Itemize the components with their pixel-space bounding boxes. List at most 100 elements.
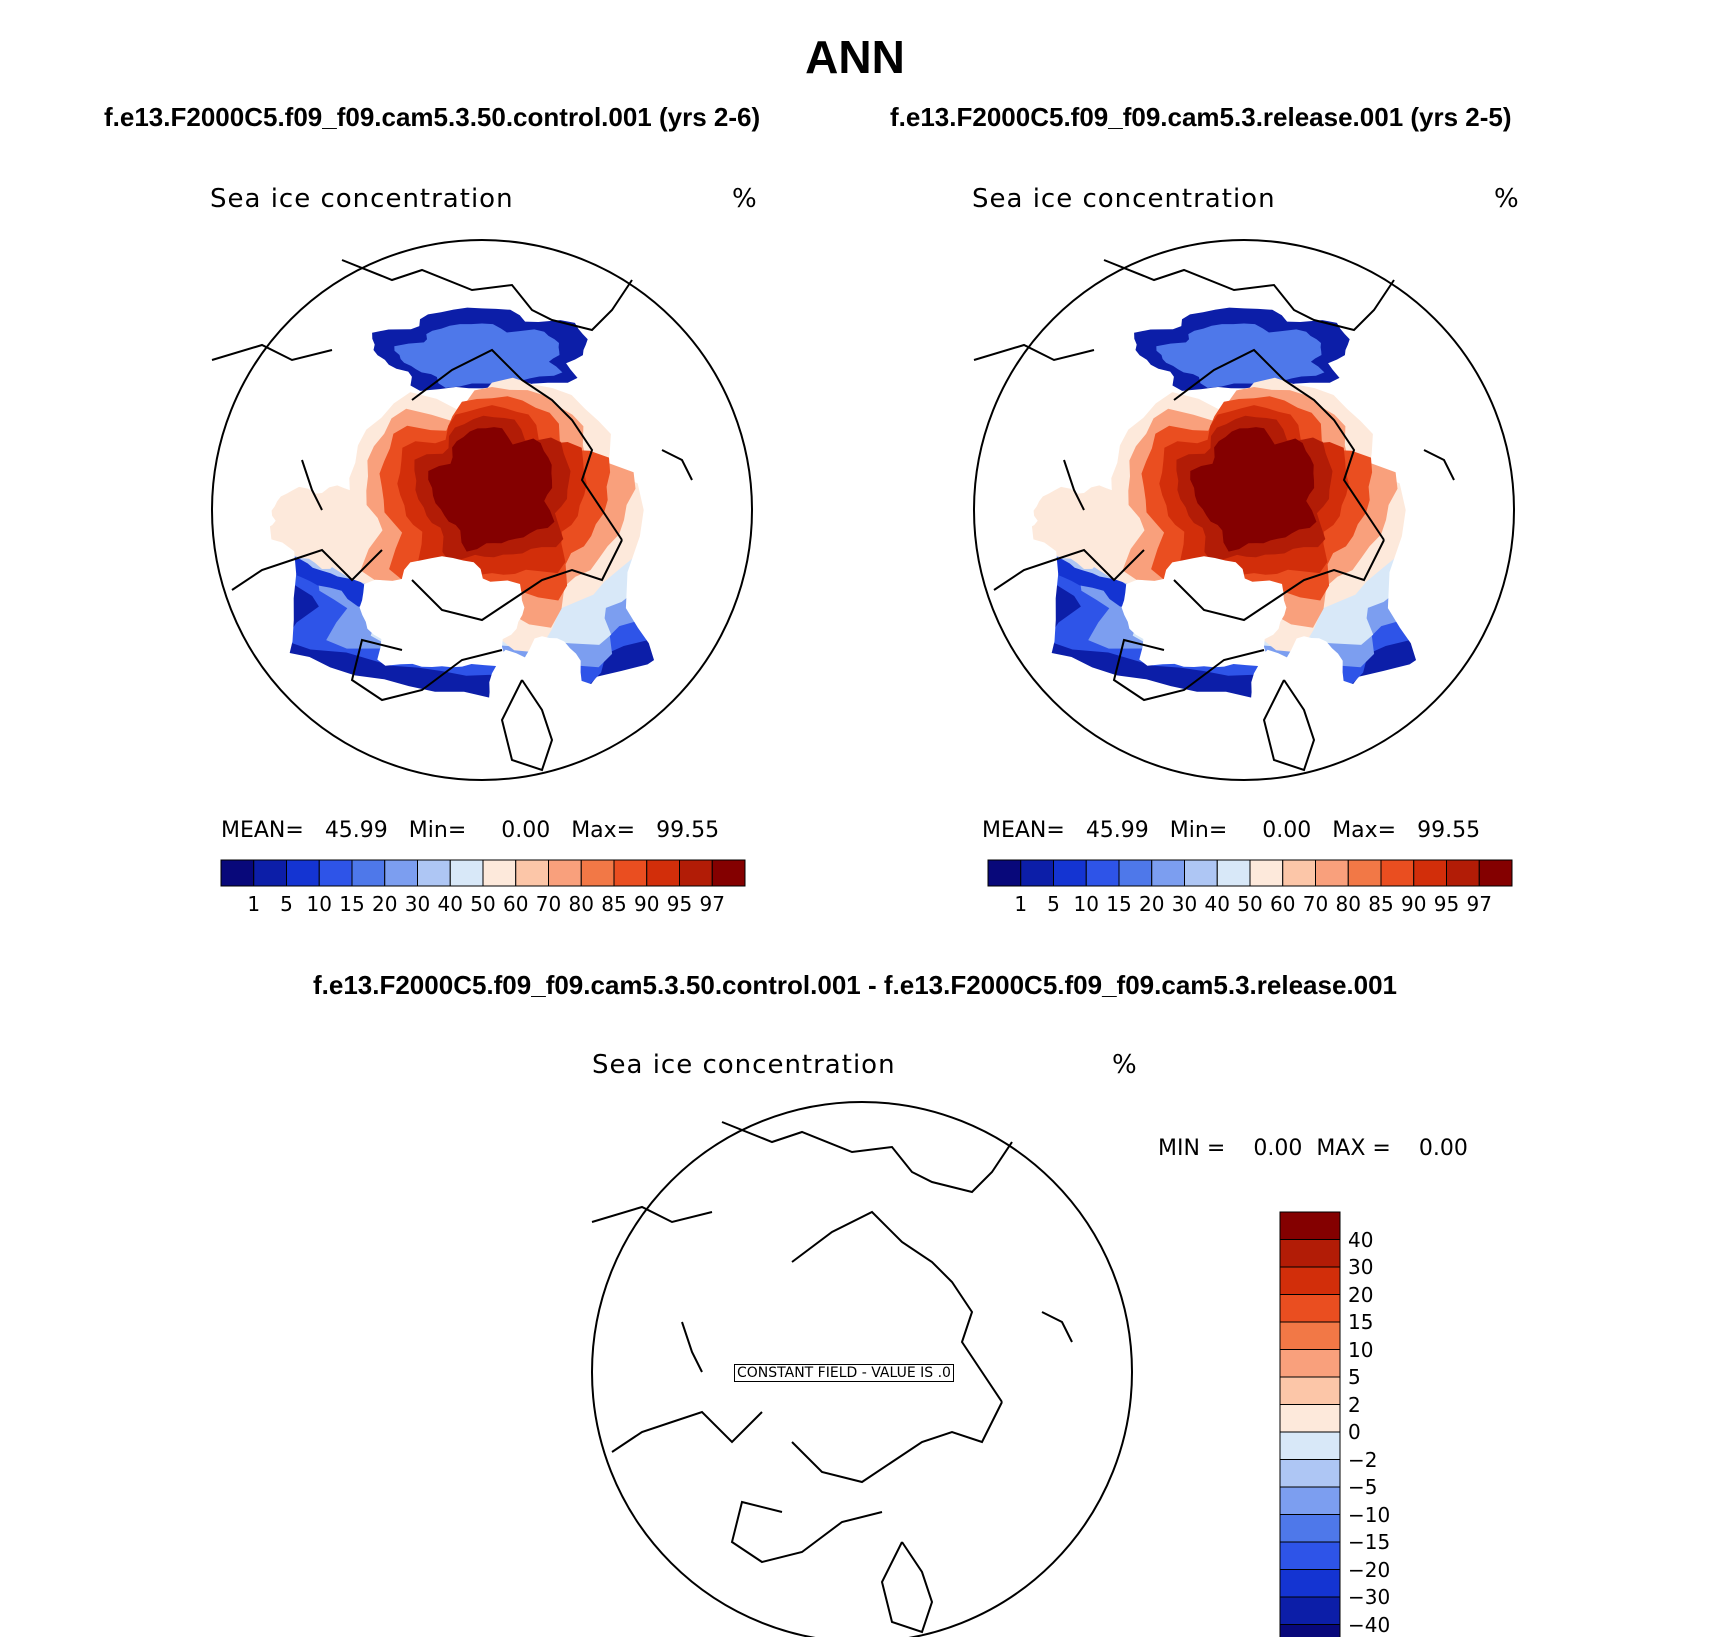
coastline bbox=[411, 539, 623, 622]
colorbar-diff-bin bbox=[1279, 1321, 1341, 1350]
colorbar-right-tick-label: 50 bbox=[1237, 892, 1263, 916]
colorbar-left-bin bbox=[679, 859, 713, 887]
colorbar-right-bin bbox=[1249, 859, 1284, 887]
colorbar-diff-bin bbox=[1279, 1211, 1341, 1240]
colorbar-right-bin bbox=[1118, 859, 1153, 887]
colorbar-right-tick-label: 1 bbox=[1014, 892, 1028, 916]
colorbar-left-tick-label: 50 bbox=[470, 892, 496, 916]
min-label: MIN = bbox=[1158, 1136, 1226, 1161]
coastline bbox=[791, 1210, 1003, 1403]
land-greenland bbox=[359, 556, 525, 668]
min-value: 0.00 bbox=[501, 818, 551, 843]
colorbar-right-bin bbox=[1282, 859, 1316, 887]
colorbar-diff-bin bbox=[1279, 1569, 1341, 1598]
colorbar-left-bin bbox=[548, 859, 582, 887]
min-label: Min= bbox=[1169, 818, 1228, 843]
mean-value: 45.99 bbox=[324, 818, 388, 843]
colorbar-right-tick-label: 85 bbox=[1368, 892, 1394, 916]
colorbar-diff-bin bbox=[1279, 1486, 1341, 1515]
colorbar-right-bin bbox=[987, 859, 1022, 887]
colorbar-right-tick-label: 40 bbox=[1204, 892, 1230, 916]
colorbar-right-tick-label: 97 bbox=[1466, 892, 1492, 916]
coastline bbox=[880, 1541, 934, 1634]
mean-label: MEAN= bbox=[221, 818, 304, 843]
max-label: Max= bbox=[1332, 818, 1397, 843]
coastline bbox=[1173, 539, 1385, 622]
colorbar-left-tick-label: 90 bbox=[634, 892, 660, 916]
colorbar-diff-tick-label: 15 bbox=[1348, 1310, 1374, 1334]
colorbar-right-bin bbox=[1020, 859, 1054, 887]
colorbar-left-tick-label: 5 bbox=[280, 892, 293, 916]
colorbar-diff-tick-label: −10 bbox=[1348, 1502, 1391, 1527]
case-title-diff: f.e13.F2000C5.f09_f09.cam5.3.50.control.… bbox=[312, 970, 1398, 1000]
min-label: Min= bbox=[408, 818, 467, 843]
colorbar-left-tick-label: 60 bbox=[503, 892, 529, 916]
colorbar-diff-bin bbox=[1279, 1596, 1341, 1625]
ice-contour-fill bbox=[1190, 427, 1317, 552]
ice-contour-fill bbox=[428, 427, 555, 552]
colorbar-left-tick-label: 80 bbox=[568, 892, 594, 916]
colorbar-right-bin bbox=[1184, 859, 1218, 887]
colorbar-right-tick-label: 20 bbox=[1139, 892, 1165, 916]
colorbar-right-bin bbox=[1478, 859, 1513, 887]
colorbar-diff-bin bbox=[1279, 1349, 1341, 1378]
coastline bbox=[1103, 259, 1395, 332]
colorbar-left-bin bbox=[351, 859, 386, 887]
min-value: 0.00 bbox=[1253, 1136, 1303, 1161]
colorbar-right-bin bbox=[1446, 859, 1480, 887]
coastline bbox=[211, 343, 333, 362]
colorbar-diff-bin bbox=[1279, 1459, 1341, 1488]
colorbar-left-bin bbox=[449, 859, 484, 887]
panel-units-right: % bbox=[1494, 184, 1520, 214]
colorbar-diff-tick-label: 2 bbox=[1348, 1392, 1361, 1417]
colorbar-left-bin bbox=[646, 859, 680, 887]
panel-title-right: Sea ice concentration bbox=[972, 184, 1276, 214]
map-boundary-right bbox=[973, 239, 1515, 781]
max-value: 99.55 bbox=[1417, 818, 1481, 843]
colorbar-right-tick-label: 90 bbox=[1401, 892, 1427, 916]
colorbar-left-tick-label: 30 bbox=[404, 892, 431, 916]
colorbar-diff-tick-label: 40 bbox=[1348, 1227, 1374, 1252]
colorbar-left-tick-label: 40 bbox=[437, 892, 463, 916]
colorbar-right-tick-label: 70 bbox=[1302, 892, 1329, 916]
panel-units-diff: % bbox=[1112, 1050, 1138, 1080]
coastline bbox=[1063, 459, 1085, 511]
map-boundary-diff bbox=[591, 1101, 1133, 1637]
coastline bbox=[1173, 348, 1385, 541]
mean-label: MEAN= bbox=[982, 818, 1065, 843]
max-value: 0.00 bbox=[1418, 1136, 1468, 1161]
min-value: 0.00 bbox=[1262, 818, 1312, 843]
coastline bbox=[681, 1321, 703, 1373]
colorbar-right-bin bbox=[1216, 859, 1251, 887]
land-scandinavia bbox=[1248, 636, 1365, 780]
colorbar-right-bin bbox=[1413, 859, 1447, 887]
colorbar-left-bin bbox=[384, 859, 418, 887]
colorbar-diff-bin bbox=[1279, 1541, 1341, 1570]
colorbar-right-tick-label: 5 bbox=[1047, 892, 1060, 916]
colorbar-diff-bin bbox=[1279, 1294, 1341, 1323]
coastline bbox=[350, 638, 503, 702]
figure-title: ANN bbox=[805, 31, 905, 83]
land-scandinavia bbox=[486, 636, 603, 780]
colorbar-diff-bin bbox=[1279, 1514, 1341, 1543]
coastline bbox=[1041, 1311, 1073, 1343]
panel-units-left: % bbox=[732, 184, 758, 214]
colorbar-diff-tick-label: 10 bbox=[1348, 1337, 1374, 1362]
colorbar-left-tick-label: 95 bbox=[666, 892, 693, 916]
colorbar-left-bin bbox=[711, 859, 746, 887]
colorbar-left-tick-label: 10 bbox=[306, 892, 332, 916]
ice-contour-fill bbox=[1156, 323, 1325, 388]
coastline bbox=[730, 1500, 883, 1564]
mean-value: 45.99 bbox=[1085, 818, 1149, 843]
colorbar-diff-tick-label: 20 bbox=[1348, 1282, 1374, 1307]
coastline bbox=[1262, 679, 1316, 772]
coastline bbox=[973, 343, 1095, 362]
colorbar-diff-tick-label: −5 bbox=[1348, 1475, 1378, 1499]
colorbar-left-bin bbox=[253, 859, 287, 887]
max-label: Max= bbox=[571, 818, 636, 843]
colorbar-left-bin bbox=[580, 859, 615, 887]
colorbar-diff-tick-label: −30 bbox=[1348, 1585, 1391, 1609]
colorbar-left-tick-label: 85 bbox=[601, 892, 627, 916]
coastline bbox=[301, 459, 323, 511]
